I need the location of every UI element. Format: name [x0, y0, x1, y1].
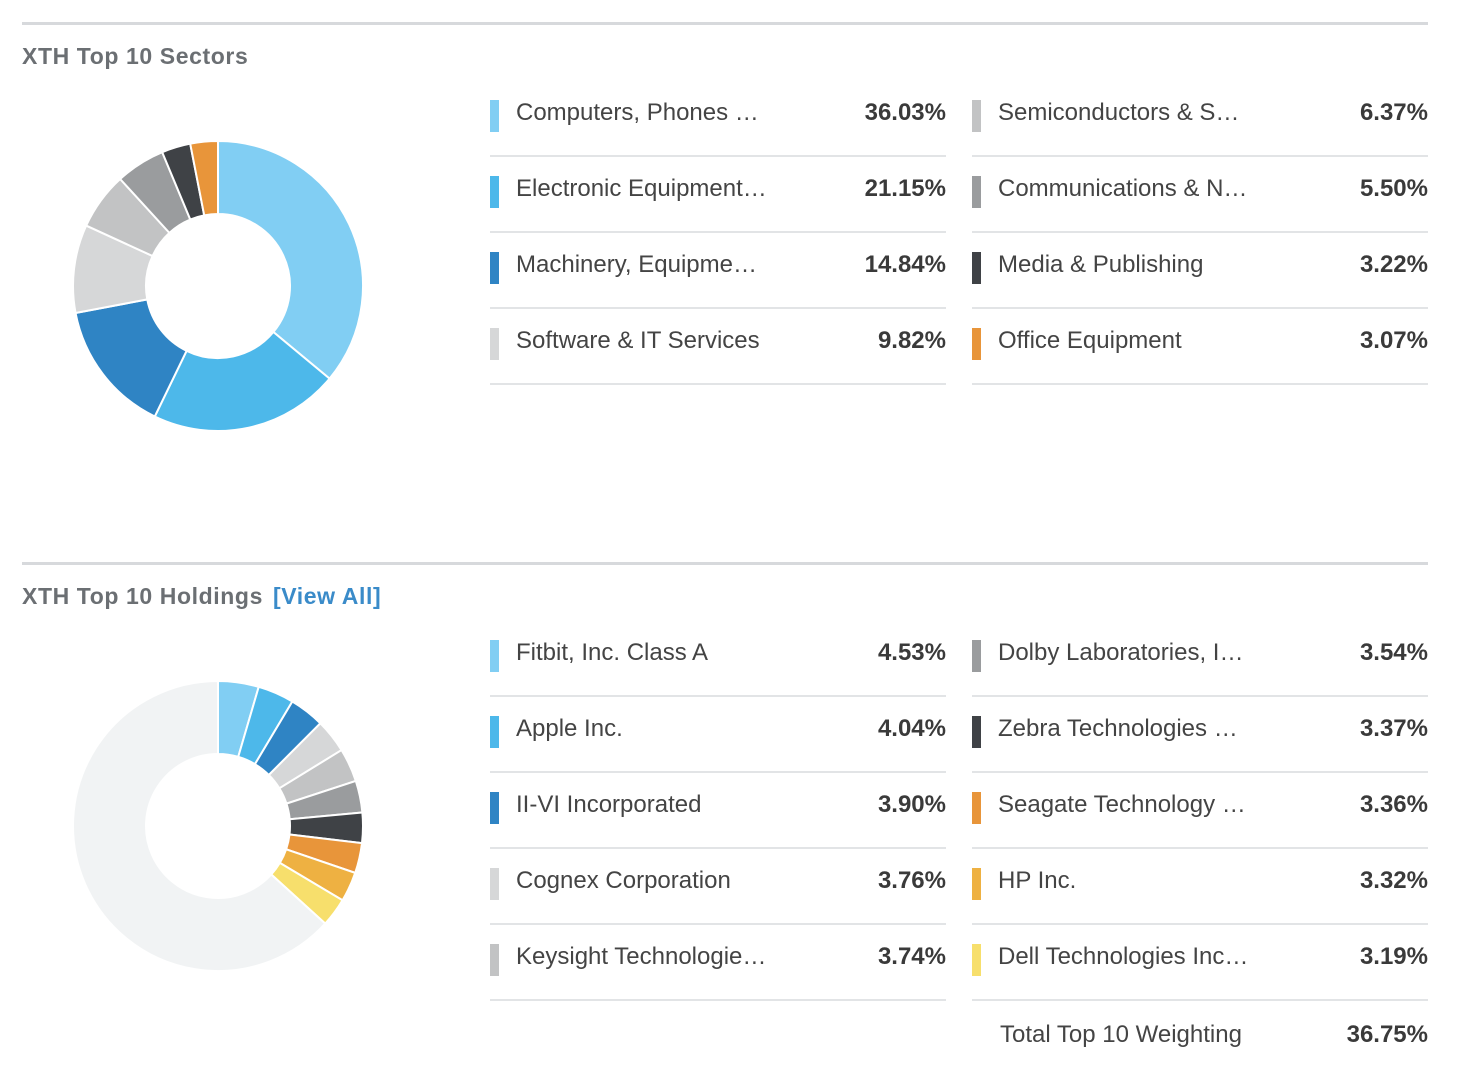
legend-row: Machinery, Equipme… 14.84% — [490, 233, 946, 309]
legend-value: 4.04% — [877, 715, 946, 742]
legend-swatch — [490, 944, 499, 976]
legend-row: Computers, Phones … 36.03% — [490, 81, 946, 157]
holdings-section: XTH Top 10 Holdings [View All] Fitbit, In… — [22, 562, 1428, 1065]
legend-swatch — [490, 176, 499, 208]
legend-row: Dell Technologies Inc… 3.19% — [972, 925, 1428, 1001]
holdings-title-text: XTH Top 10 Holdings — [22, 583, 263, 609]
sector-slice — [153, 330, 331, 432]
legend-row: Fitbit, Inc. Class A 4.53% — [490, 621, 946, 697]
legend-swatch — [972, 176, 981, 208]
sectors-legend-left: Computers, Phones … 36.03% Electronic Equi… — [490, 81, 946, 385]
legend-row: Seagate Technology … 3.36% — [972, 773, 1428, 849]
legend-value: 4.53% — [877, 639, 946, 666]
legend-swatch — [972, 944, 981, 976]
legend-swatch — [972, 792, 981, 824]
legend-label: Software & IT Services — [516, 327, 760, 354]
sectors-legend-right: Semiconductors & S… 6.37% Communications &… — [972, 81, 1428, 385]
legend-value: 3.74% — [877, 943, 946, 970]
legend-swatch — [972, 252, 981, 284]
legend-row: HP Inc. 3.32% — [972, 849, 1428, 925]
legend-label: Fitbit, Inc. Class A — [516, 639, 709, 666]
legend-swatch — [490, 252, 499, 284]
legend-value: 36.03% — [864, 99, 946, 126]
legend-row: Semiconductors & S… 6.37% — [972, 81, 1428, 157]
legend-label: Apple Inc. — [516, 715, 623, 742]
legend-swatch — [490, 328, 499, 360]
legend-swatch — [490, 640, 499, 672]
legend-value: 6.37% — [1359, 99, 1428, 126]
sector-slice — [189, 140, 219, 217]
legend-label: Office Equipment — [998, 327, 1182, 354]
legend-label: Keysight Technologie… — [516, 943, 767, 970]
legend-label: Computers, Phones … — [516, 99, 759, 126]
legend-row: Keysight Technologie… 3.74% — [490, 925, 946, 1001]
sectors-title: XTH Top 10 Sectors — [22, 43, 249, 69]
legend-value: 3.19% — [1359, 943, 1428, 970]
legend-label: Communications & N… — [998, 175, 1248, 202]
legend-value: 3.22% — [1359, 251, 1428, 278]
legend-label: Seagate Technology … — [998, 791, 1246, 818]
legend-label: Semiconductors & S… — [998, 99, 1240, 126]
remainder-slice — [72, 680, 327, 972]
sectors-section: XTH Top 10 Sectors Computers, Phones … 36… — [22, 22, 1428, 525]
legend-swatch — [490, 716, 499, 748]
legend-swatch — [972, 100, 981, 132]
holdings-donut-chart — [72, 680, 364, 972]
view-all-link[interactable]: [View All] — [272, 583, 382, 609]
legend-row: II-VI Incorporated 3.90% — [490, 773, 946, 849]
holdings-legend-right: Dolby Laboratories, I… 3.54% Zebra Technol… — [972, 621, 1428, 1067]
legend-label: Electronic Equipment… — [516, 175, 767, 202]
legend-row: Dolby Laboratories, I… 3.54% — [972, 621, 1428, 697]
legend-value: 9.82% — [877, 327, 946, 354]
total-weighting-label: Total Top 10 Weighting — [1000, 1021, 1242, 1048]
legend-value: 5.50% — [1359, 175, 1428, 202]
legend-row: Media & Publishing 3.22% — [972, 233, 1428, 309]
total-weighting-row: Total Top 10 Weighting 36.75% — [972, 1001, 1428, 1067]
legend-label: Zebra Technologies … — [998, 715, 1238, 742]
legend-value: 14.84% — [864, 251, 946, 278]
holdings-title: XTH Top 10 Holdings [View All] — [22, 583, 381, 610]
legend-swatch — [972, 328, 981, 360]
legend-row: Software & IT Services 9.82% — [490, 309, 946, 385]
legend-label: HP Inc. — [998, 867, 1077, 894]
legend-value: 3.76% — [877, 867, 946, 894]
legend-value: 3.90% — [877, 791, 946, 818]
legend-label: Dolby Laboratories, I… — [998, 639, 1244, 666]
legend-value: 21.15% — [864, 175, 946, 202]
legend-row: Apple Inc. 4.04% — [490, 697, 946, 773]
legend-value: 3.07% — [1359, 327, 1428, 354]
legend-swatch — [490, 868, 499, 900]
legend-swatch — [972, 868, 981, 900]
sector-slice — [217, 140, 364, 381]
legend-row: Electronic Equipment… 21.15% — [490, 157, 946, 233]
legend-swatch — [972, 640, 981, 672]
legend-label: Media & Publishing — [998, 251, 1204, 278]
legend-swatch — [490, 792, 499, 824]
legend-swatch — [490, 100, 499, 132]
legend-swatch — [972, 716, 981, 748]
legend-label: II-VI Incorporated — [516, 791, 702, 818]
legend-row: Office Equipment 3.07% — [972, 309, 1428, 385]
legend-value: 3.37% — [1359, 715, 1428, 742]
legend-label: Cognex Corporation — [516, 867, 731, 894]
legend-label: Dell Technologies Inc… — [998, 943, 1249, 970]
sectors-donut-chart — [72, 140, 364, 432]
legend-row: Cognex Corporation 3.76% — [490, 849, 946, 925]
legend-value: 3.36% — [1359, 791, 1428, 818]
total-weighting-value: 36.75% — [1346, 1021, 1428, 1048]
legend-value: 3.54% — [1359, 639, 1428, 666]
legend-value: 3.32% — [1359, 867, 1428, 894]
holdings-legend-left: Fitbit, Inc. Class A 4.53% Apple Inc. 4.04%… — [490, 621, 946, 1001]
legend-label: Machinery, Equipme… — [516, 251, 757, 278]
legend-row: Zebra Technologies … 3.37% — [972, 697, 1428, 773]
legend-row: Communications & N… 5.50% — [972, 157, 1428, 233]
